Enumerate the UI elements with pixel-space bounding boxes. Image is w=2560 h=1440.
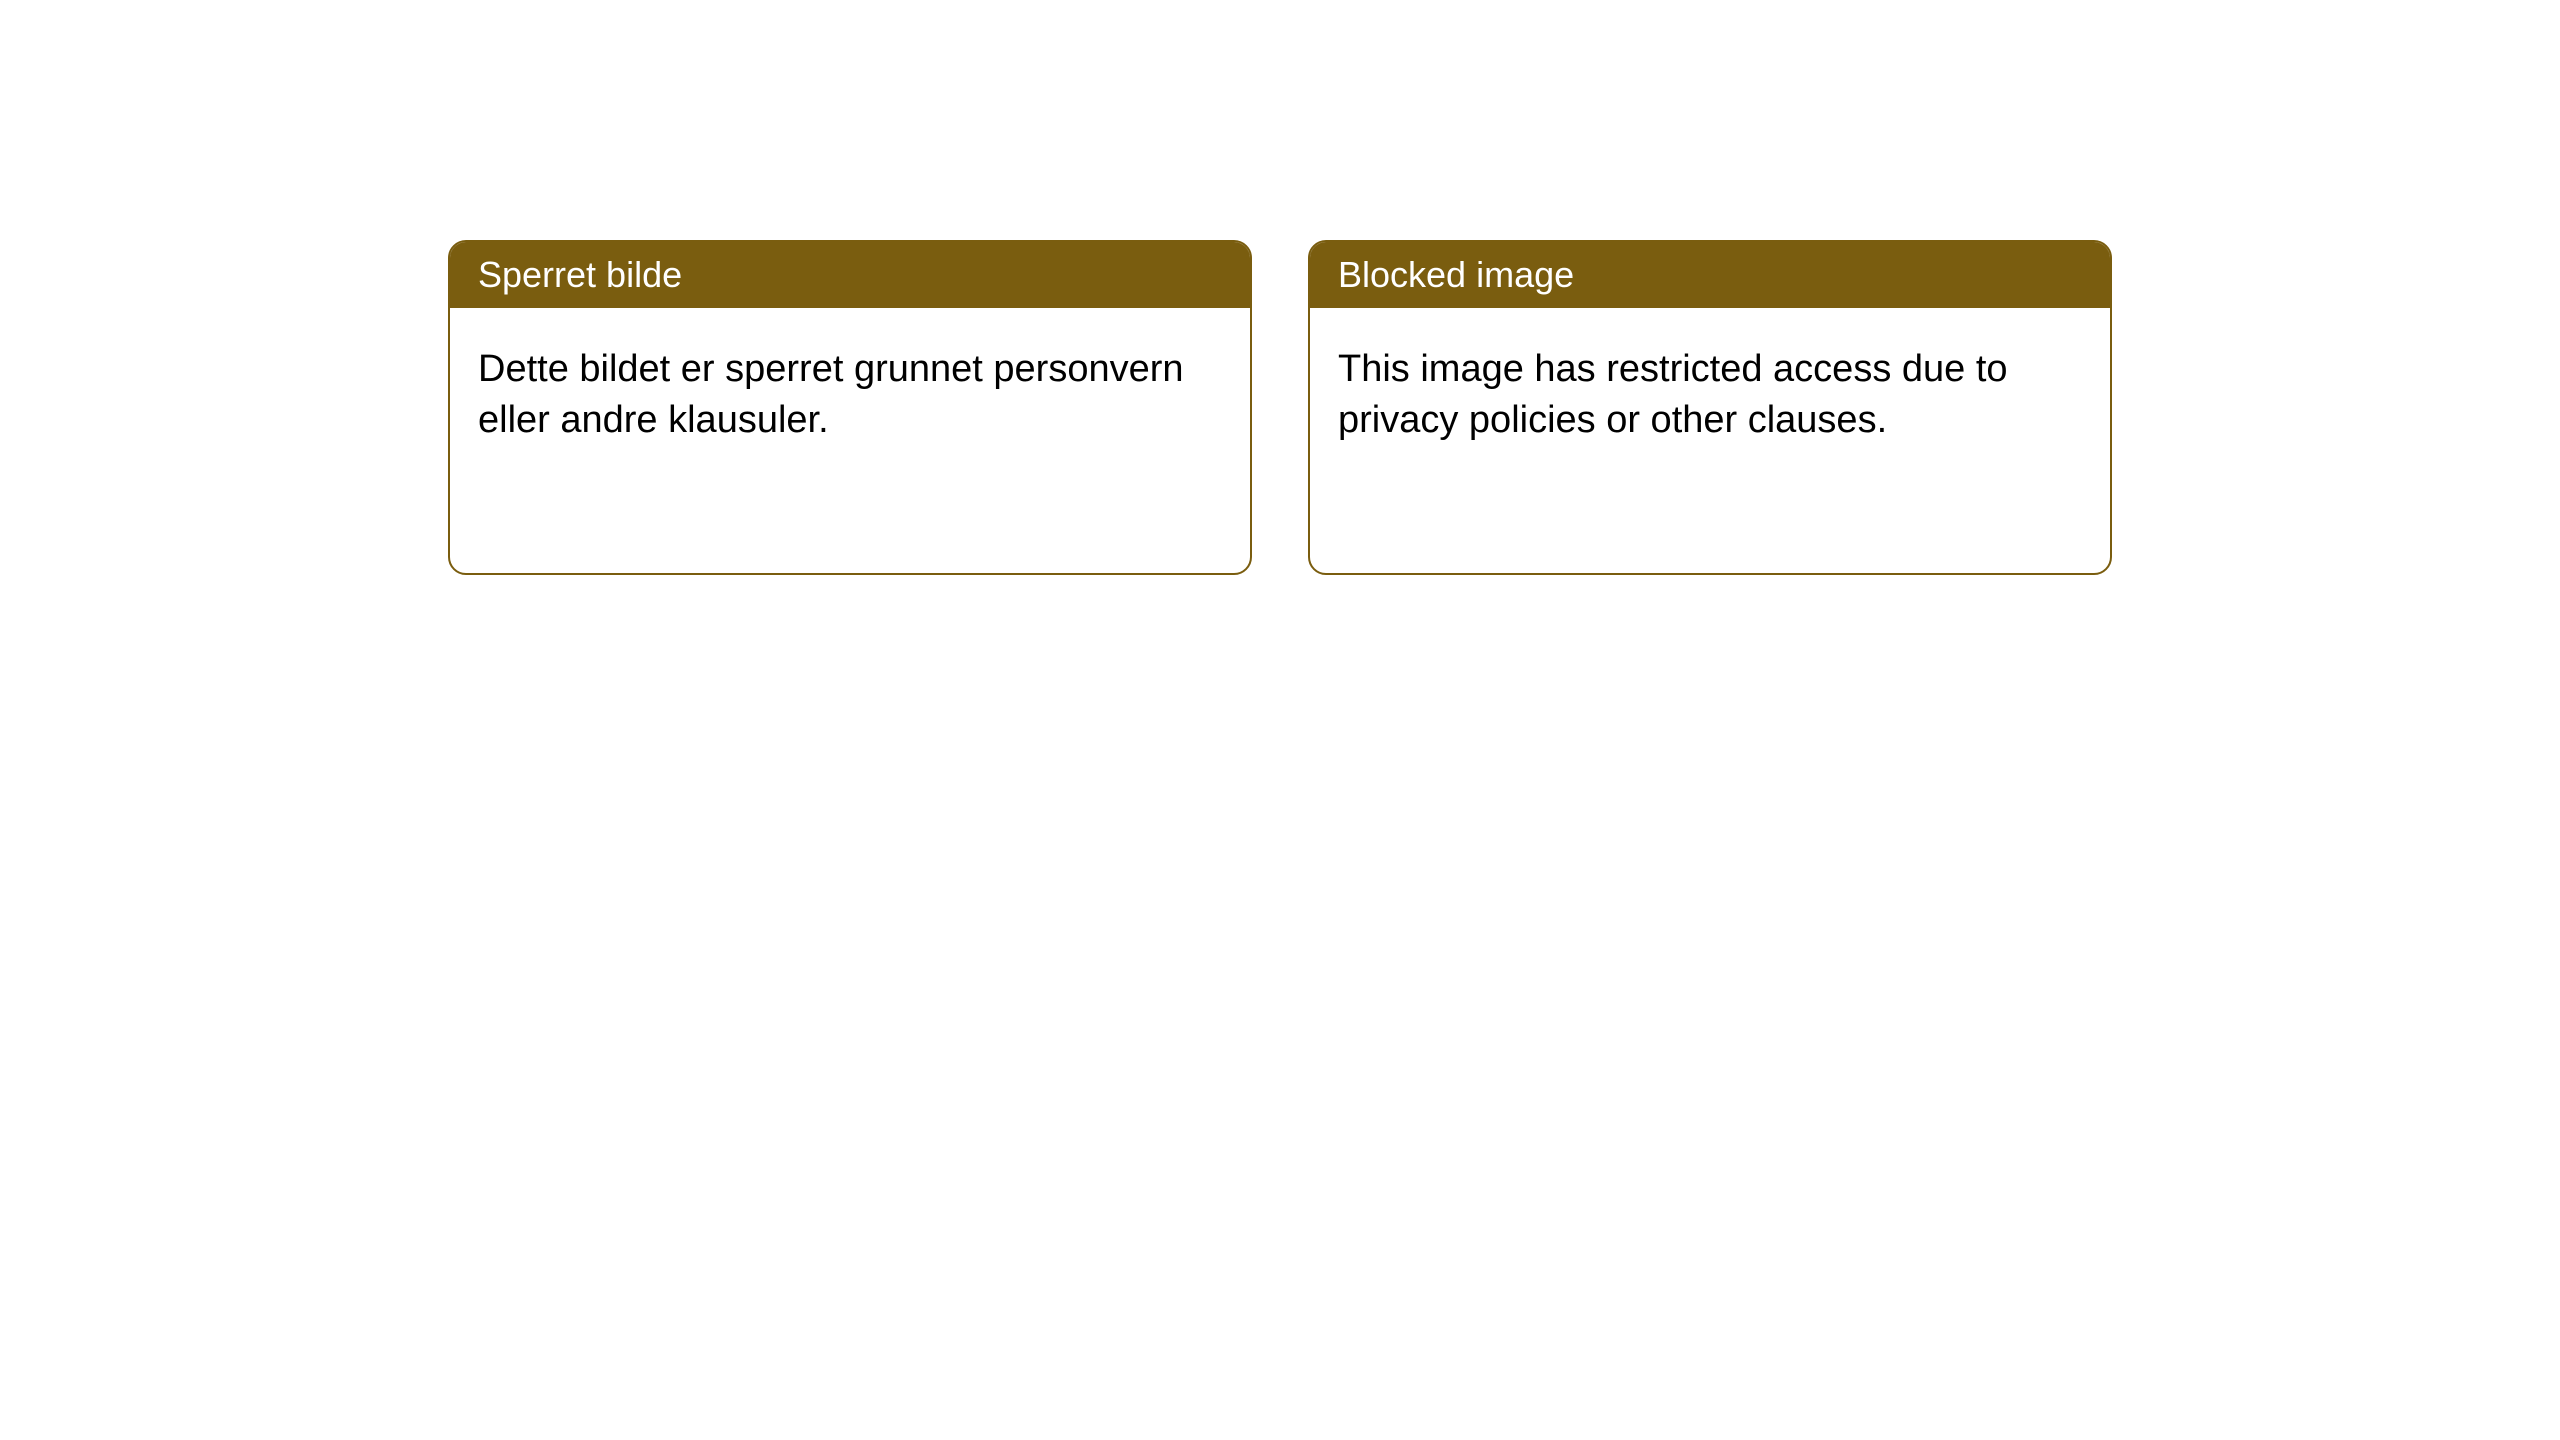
- card-title-english: Blocked image: [1338, 254, 1574, 295]
- card-header-english: Blocked image: [1310, 242, 2110, 308]
- card-message-norwegian: Dette bildet er sperret grunnet personve…: [478, 348, 1184, 441]
- notice-container: Sperret bilde Dette bildet er sperret gr…: [0, 0, 2560, 575]
- blocked-image-card-norwegian: Sperret bilde Dette bildet er sperret gr…: [448, 240, 1252, 575]
- card-header-norwegian: Sperret bilde: [450, 242, 1250, 308]
- card-message-english: This image has restricted access due to …: [1338, 348, 2008, 441]
- card-title-norwegian: Sperret bilde: [478, 254, 682, 295]
- card-body-english: This image has restricted access due to …: [1310, 308, 2110, 483]
- blocked-image-card-english: Blocked image This image has restricted …: [1308, 240, 2112, 575]
- card-body-norwegian: Dette bildet er sperret grunnet personve…: [450, 308, 1250, 483]
